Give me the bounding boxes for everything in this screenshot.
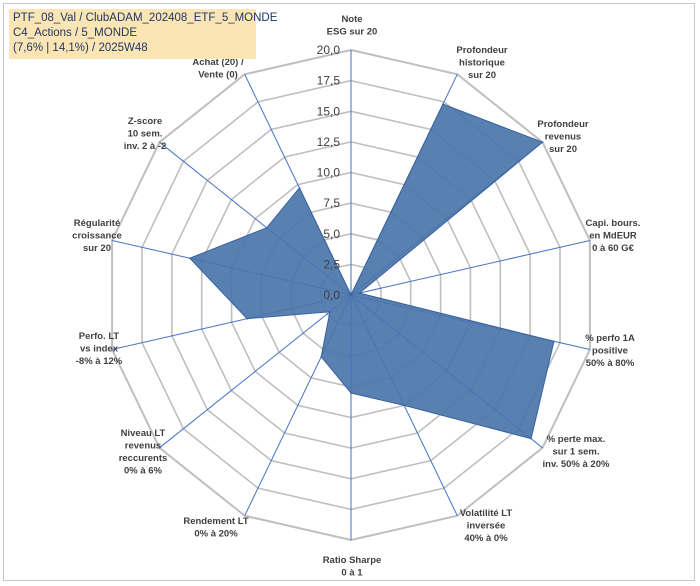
tick-label: 10,0 bbox=[317, 166, 341, 180]
axis-label: % perte max. sur 1 sem. inv. 50% à 20% bbox=[543, 434, 610, 470]
axis-label: Perfo. LT vs index -8% à 12% bbox=[76, 331, 123, 367]
axis-labels: Note ESG sur 20 Profondeur historique sur 20… bbox=[72, 14, 640, 579]
data-point bbox=[350, 392, 352, 394]
axis-label: Note ESG sur 20 bbox=[327, 14, 378, 38]
axis-label: Régularité croissance sur 20 bbox=[72, 218, 122, 254]
data-point bbox=[265, 227, 268, 229]
axis-label: Volatilité LT inversée 40% à 0% bbox=[460, 508, 513, 544]
axis-label: Rendement LT 0% à 20% bbox=[183, 516, 248, 540]
title-line-category: C4_Actions / 5_MONDE bbox=[13, 27, 137, 39]
data-point bbox=[350, 294, 352, 296]
axis-label: Z-score 10 sem. inv. 2 à -2 bbox=[124, 116, 167, 152]
title-line-period: (7,6% | 14,1%) / 2025W48 bbox=[13, 42, 148, 54]
series-area bbox=[188, 103, 555, 440]
data-point bbox=[298, 187, 301, 189]
chart-title-box: PTF_08_Val / ClubADAM_202408_ETF_5_MONDE… bbox=[9, 9, 278, 59]
data-point bbox=[530, 437, 532, 440]
data-point bbox=[329, 311, 331, 313]
tick-label: 2,5 bbox=[323, 257, 340, 271]
data-point bbox=[358, 292, 361, 294]
tick-label: 20,0 bbox=[317, 43, 341, 57]
data-point bbox=[246, 317, 248, 320]
radial-tick-labels: 0,0 2,5 5,0 7,5 10,0 12,5 15,0 17,5 20,0 bbox=[317, 43, 341, 302]
axis-label: Ratio Sharpe 0 à 1 bbox=[323, 555, 382, 579]
data-point bbox=[442, 103, 444, 105]
tick-label: 5,0 bbox=[323, 227, 340, 241]
title-line-portfolio: PTF_08_Val / ClubADAM_202408_ETF_5_MONDE bbox=[13, 12, 278, 24]
axis-label: Achat (20) / Vente (0) bbox=[192, 57, 244, 81]
axis-label: Capi. bours. en MdEUR 0 à 60 G€ bbox=[586, 218, 641, 254]
data-point bbox=[189, 257, 191, 260]
data-point bbox=[541, 141, 544, 143]
radar-series bbox=[188, 103, 555, 440]
tick-label: 0,0 bbox=[323, 288, 340, 302]
axis-label: % perfo 1A positive 50% à 80% bbox=[585, 333, 635, 369]
tick-label: 15,0 bbox=[317, 104, 341, 118]
axis-label: Profondeur historique sur 20 bbox=[456, 45, 507, 81]
data-point bbox=[320, 356, 323, 358]
axis-label: Niveau LT revenus reccurents 0% à 6% bbox=[119, 428, 168, 477]
axis-label: Profondeur revenus sur 20 bbox=[537, 119, 588, 155]
data-point bbox=[553, 340, 555, 343]
axis-spoke bbox=[159, 294, 352, 449]
axis-spoke bbox=[350, 240, 591, 296]
data-point bbox=[403, 404, 406, 407]
tick-label: 17,5 bbox=[317, 74, 341, 88]
tick-label: 7,5 bbox=[323, 196, 340, 210]
tick-label: 12,5 bbox=[317, 135, 341, 149]
